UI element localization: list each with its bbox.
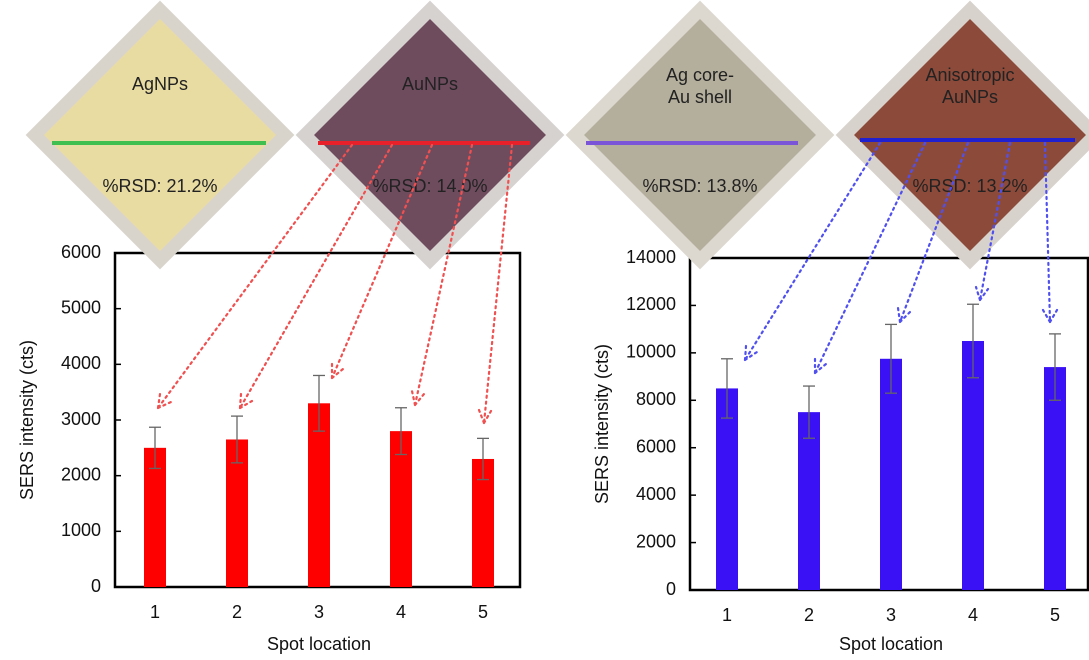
- bar: [226, 439, 248, 587]
- y-tick-label: 8000: [636, 389, 676, 409]
- photo-agnps: [25, 0, 295, 270]
- x-tick-label: 5: [1050, 605, 1060, 625]
- arrow: [974, 141, 1012, 302]
- x-tick-label: 1: [722, 605, 732, 625]
- error-bar: [149, 426, 161, 470]
- substrate-labels: AgNPs %RSD: 21.2% AuNPs %RSD: 14.0% Ag core-…: [102, 65, 1027, 196]
- bar: [798, 412, 820, 590]
- x-tick-label: 1: [150, 602, 160, 622]
- bar: [962, 341, 984, 590]
- y-tick-label: 12000: [626, 294, 676, 314]
- arrows-left: [156, 143, 514, 425]
- x-tick-label: 3: [886, 605, 896, 625]
- arrows: [156, 141, 1059, 425]
- y-tick-label: 10000: [626, 342, 676, 362]
- bar: [716, 388, 738, 590]
- photo-substrate: [314, 19, 546, 251]
- arrow: [1041, 141, 1059, 324]
- x-tick-label: 2: [804, 605, 814, 625]
- error-bar: [967, 303, 979, 379]
- substrate-label: Ag core-: [666, 65, 734, 85]
- y-tick-label: 2000: [636, 531, 676, 551]
- arrow: [330, 143, 434, 380]
- arrow: [410, 143, 474, 407]
- error-bar: [721, 358, 733, 419]
- y-tick-label: 0: [666, 579, 676, 599]
- bar: [1044, 367, 1066, 590]
- bar: [390, 431, 412, 587]
- y-axis-label: SERS intensity (cts): [17, 340, 37, 500]
- arrow: [896, 141, 970, 324]
- substrate-label: AuNPs: [402, 74, 458, 94]
- charts: 0 1000 2000 3000 4000 5000 6000 1 2 3 4 5 Spot locat…: [17, 242, 1089, 654]
- y-tick-label: 14000: [626, 247, 676, 267]
- arrows-right: [743, 141, 1059, 375]
- y-tick-label: 2000: [61, 464, 101, 484]
- x-tick-label: 4: [968, 605, 978, 625]
- photo-substrate: [44, 19, 276, 251]
- error-bar: [313, 374, 325, 432]
- x-tick-label: 2: [232, 602, 242, 622]
- arrow: [813, 141, 927, 375]
- bar: [144, 447, 166, 587]
- y-tick-label: 6000: [61, 242, 101, 262]
- arrow: [238, 143, 394, 410]
- error-bar: [477, 437, 489, 481]
- bar-chart: 0 2000 4000 6000 8000 10000 12000 14000 1 2 3 4 5 Spo…: [592, 247, 1089, 654]
- photo-substrate: [584, 19, 816, 251]
- photo-aunps: [295, 0, 565, 270]
- substrate-photos: [25, 0, 1089, 270]
- rsd-label: %RSD: 13.8%: [642, 176, 757, 196]
- photo-core-shell: [565, 0, 835, 270]
- substrate-label: AuNPs: [942, 87, 998, 107]
- substrate-label: AgNPs: [132, 74, 188, 94]
- error-bar: [1049, 333, 1061, 401]
- y-tick-label: 4000: [61, 353, 101, 373]
- photo-substrate: [854, 19, 1086, 251]
- substrate-label: Anisotropic: [925, 65, 1014, 85]
- x-tick-label: 4: [396, 602, 406, 622]
- bar-chart: 0 1000 2000 3000 4000 5000 6000 1 2 3 4 5 Spot locat…: [17, 242, 522, 654]
- y-tick-label: 4000: [636, 484, 676, 504]
- x-tick-label: 5: [478, 602, 488, 622]
- photo-anisotropic: [835, 0, 1089, 270]
- error-bar: [395, 407, 407, 456]
- y-tick-label: 1000: [61, 520, 101, 540]
- arrow: [743, 141, 882, 362]
- y-tick-label: 3000: [61, 409, 101, 429]
- error-bar: [231, 415, 243, 464]
- x-axis-label: Spot location: [839, 634, 943, 654]
- substrate-label: Au shell: [668, 87, 732, 107]
- rsd-label: %RSD: 14.0%: [372, 176, 487, 196]
- arrow: [477, 143, 514, 425]
- arrow: [156, 143, 354, 410]
- x-tick-label: 3: [314, 602, 324, 622]
- y-axis-label: SERS intensity (cts): [592, 344, 612, 504]
- y-tick-label: 0: [91, 576, 101, 596]
- error-bar: [803, 385, 815, 439]
- x-axis-label: Spot location: [267, 634, 371, 654]
- error-bar: [885, 323, 897, 394]
- bar: [880, 358, 902, 590]
- y-tick-label: 5000: [61, 297, 101, 317]
- rsd-label: %RSD: 21.2%: [102, 176, 217, 196]
- bar: [472, 458, 494, 587]
- y-tick-label: 6000: [636, 436, 676, 456]
- bar: [308, 403, 330, 587]
- rsd-label: %RSD: 13.2%: [912, 176, 1027, 196]
